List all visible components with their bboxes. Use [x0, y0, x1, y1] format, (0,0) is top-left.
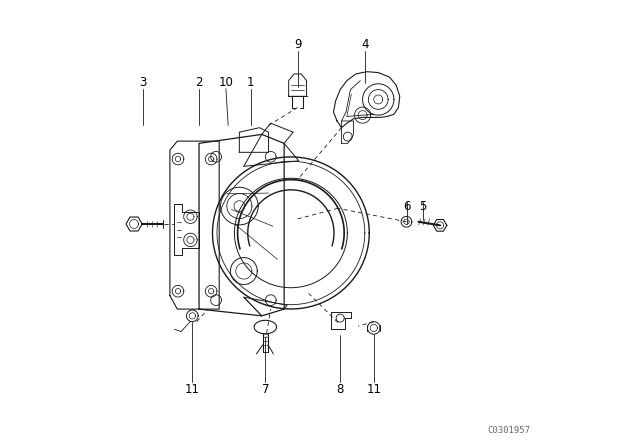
Text: 10: 10	[218, 76, 234, 90]
Text: 2: 2	[195, 76, 203, 90]
Text: 11: 11	[366, 383, 381, 396]
Text: 9: 9	[295, 38, 302, 52]
Text: 3: 3	[140, 76, 147, 90]
Text: C0301957: C0301957	[488, 426, 531, 435]
Text: 4: 4	[361, 38, 369, 52]
Text: 11: 11	[185, 383, 200, 396]
Text: 5: 5	[419, 199, 427, 213]
Text: 6: 6	[404, 199, 411, 213]
Text: 1: 1	[247, 76, 254, 90]
Text: 7: 7	[262, 383, 270, 396]
Text: 8: 8	[337, 383, 344, 396]
